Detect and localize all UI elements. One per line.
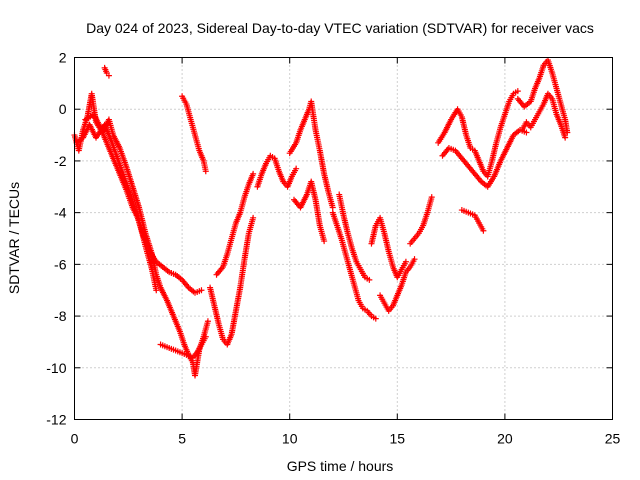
- y-tick-label: -4: [54, 205, 67, 221]
- data-points: [72, 57, 571, 378]
- x-tick-label: 0: [71, 431, 79, 447]
- x-tick-label: 5: [178, 431, 186, 447]
- y-tick-label: -2: [54, 153, 67, 169]
- x-tick-label: 20: [497, 431, 513, 447]
- sdtvar-chart: 0 5 10 15 20 25 -12 -10 -8 -6 -4 -2 0 2 Day 024 of 20…: [0, 0, 640, 480]
- y-tick-label: -8: [54, 308, 67, 324]
- chart-title: Day 024 of 2023, Sidereal Day-to-day VTE…: [86, 20, 594, 36]
- y-tick-label: -10: [46, 360, 66, 376]
- y-axis-label: SDTVAR / TECUs: [6, 182, 22, 294]
- y-tick-label: -12: [46, 412, 66, 428]
- y-tick-label: -6: [54, 256, 67, 272]
- x-tick-label: 25: [605, 431, 621, 447]
- y-tick-label: 0: [59, 101, 67, 117]
- y-tick-label: 2: [59, 50, 67, 66]
- axis-ticks: 0 5 10 15 20 25 -12 -10 -8 -6 -4 -2 0 2: [46, 50, 620, 447]
- x-axis-label: GPS time / hours: [287, 458, 394, 474]
- x-tick-label: 15: [390, 431, 406, 447]
- x-tick-label: 10: [282, 431, 298, 447]
